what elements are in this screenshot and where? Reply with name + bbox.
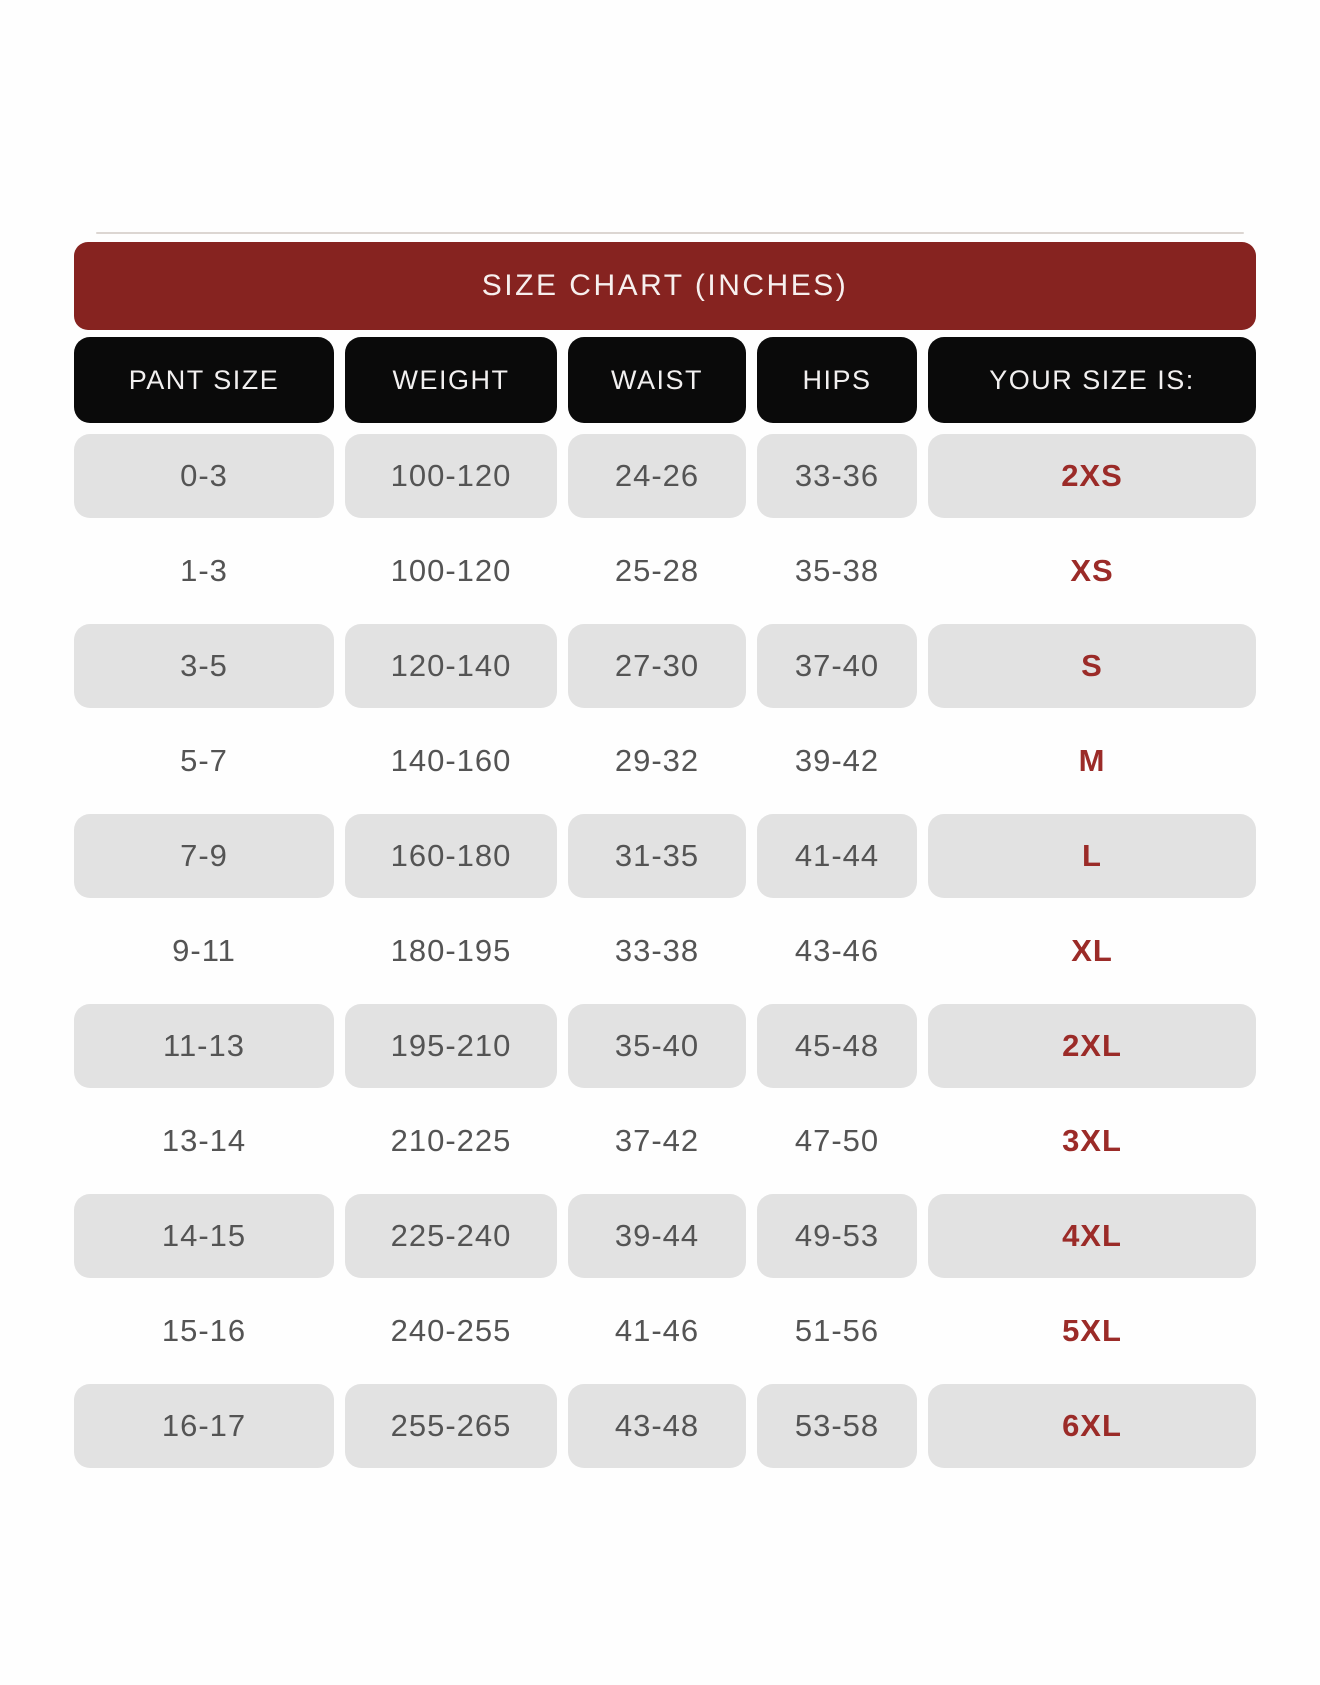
column-header-hips: HIPS: [757, 337, 917, 423]
cell-pant-size: 14-15: [74, 1194, 334, 1278]
cell-pant-size: 7-9: [74, 814, 334, 898]
cell-your-size: 3XL: [1062, 1123, 1122, 1158]
cell-your-size: 4XL: [928, 1194, 1256, 1278]
cell-pant-size: 9-11: [172, 933, 236, 968]
cell-waist: 39-44: [568, 1194, 746, 1278]
cell-weight: 120-140: [345, 624, 557, 708]
cell-weight: 210-225: [390, 1123, 512, 1158]
cell-pant-size: 0-3: [74, 434, 334, 518]
cell-weight: 255-265: [345, 1384, 557, 1468]
cell-hips: 33-36: [757, 434, 917, 518]
cell-your-size: L: [928, 814, 1256, 898]
cell-hips: 51-56: [794, 1313, 880, 1348]
cell-your-size: M: [1078, 743, 1106, 778]
cell-weight: 195-210: [345, 1004, 557, 1088]
cell-pant-size: 1-3: [180, 553, 228, 588]
cell-weight: 180-195: [390, 933, 512, 968]
cell-your-size: S: [928, 624, 1256, 708]
cell-hips: 49-53: [757, 1194, 917, 1278]
cell-hips: 35-38: [794, 553, 880, 588]
cell-pant-size: 15-16: [161, 1313, 247, 1348]
cell-your-size: 6XL: [928, 1384, 1256, 1468]
cell-pant-size: 5-7: [180, 743, 228, 778]
size-chart-title-banner: SIZE CHART (INCHES): [74, 242, 1256, 330]
cell-waist: 37-42: [614, 1123, 700, 1158]
cell-weight: 240-255: [390, 1313, 512, 1348]
cell-waist: 41-46: [614, 1313, 700, 1348]
cell-weight: 140-160: [390, 743, 512, 778]
size-chart-table: PANT SIZE WEIGHT WAIST HIPS YOUR SIZE IS…: [74, 337, 1256, 1468]
cell-weight: 100-120: [345, 434, 557, 518]
cell-weight: 100-120: [390, 553, 512, 588]
size-chart: SIZE CHART (INCHES) PANT SIZE WEIGHT WAI…: [74, 232, 1256, 1468]
cell-pant-size: 3-5: [74, 624, 334, 708]
cell-waist: 25-28: [614, 553, 700, 588]
cell-waist: 33-38: [614, 933, 700, 968]
column-header-your-size: YOUR SIZE IS:: [928, 337, 1256, 423]
cell-weight: 160-180: [345, 814, 557, 898]
cell-your-size: 2XS: [928, 434, 1256, 518]
cell-pant-size: 13-14: [161, 1123, 247, 1158]
cell-weight: 225-240: [345, 1194, 557, 1278]
cell-your-size: XS: [1070, 553, 1114, 588]
cell-your-size: 2XL: [928, 1004, 1256, 1088]
size-chart-title: SIZE CHART (INCHES): [481, 269, 849, 302]
cell-waist: 29-32: [614, 743, 700, 778]
column-header-pant-size: PANT SIZE: [74, 337, 334, 423]
cell-hips: 53-58: [757, 1384, 917, 1468]
cell-pant-size: 16-17: [74, 1384, 334, 1468]
top-divider: [96, 232, 1244, 234]
cell-waist: 27-30: [568, 624, 746, 708]
cell-your-size: 5XL: [1062, 1313, 1122, 1348]
cell-hips: 39-42: [794, 743, 880, 778]
cell-hips: 47-50: [794, 1123, 880, 1158]
cell-pant-size: 11-13: [74, 1004, 334, 1088]
cell-waist: 24-26: [568, 434, 746, 518]
cell-waist: 43-48: [568, 1384, 746, 1468]
cell-your-size: XL: [1071, 933, 1113, 968]
column-header-waist: WAIST: [568, 337, 746, 423]
column-header-weight: WEIGHT: [345, 337, 557, 423]
cell-hips: 43-46: [794, 933, 880, 968]
cell-hips: 41-44: [757, 814, 917, 898]
cell-hips: 37-40: [757, 624, 917, 708]
cell-waist: 35-40: [568, 1004, 746, 1088]
cell-hips: 45-48: [757, 1004, 917, 1088]
cell-waist: 31-35: [568, 814, 746, 898]
